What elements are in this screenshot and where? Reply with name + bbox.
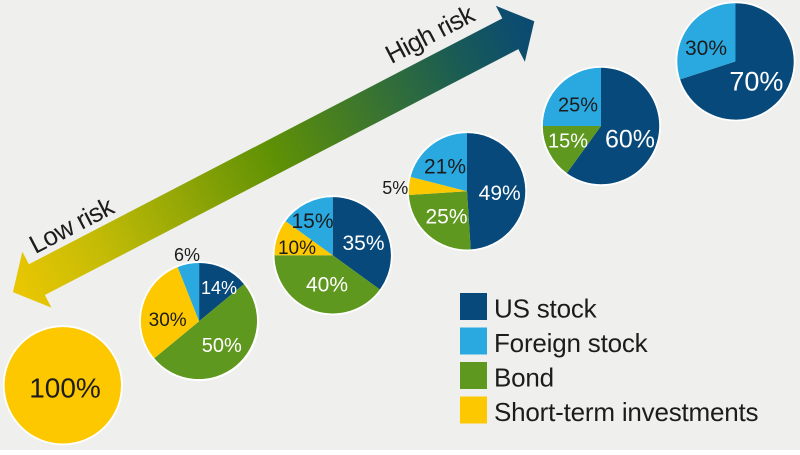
svg-text:35%: 35% xyxy=(342,232,384,255)
svg-text:30%: 30% xyxy=(149,310,187,331)
svg-text:Bond: Bond xyxy=(494,362,554,392)
svg-text:50%: 50% xyxy=(202,335,242,357)
svg-text:21%: 21% xyxy=(424,155,466,178)
svg-text:14%: 14% xyxy=(201,278,237,298)
svg-text:49%: 49% xyxy=(479,182,521,205)
svg-text:15%: 15% xyxy=(291,210,333,233)
svg-text:Short-term investments: Short-term investments xyxy=(494,397,759,427)
svg-text:10%: 10% xyxy=(278,238,316,259)
svg-text:Foreign stock: Foreign stock xyxy=(494,328,649,358)
svg-text:6%: 6% xyxy=(174,245,200,265)
svg-text:30%: 30% xyxy=(685,37,727,60)
svg-text:70%: 70% xyxy=(729,66,783,96)
svg-text:25%: 25% xyxy=(425,205,467,228)
svg-text:5%: 5% xyxy=(382,178,408,198)
svg-text:25%: 25% xyxy=(558,95,598,117)
svg-text:15%: 15% xyxy=(548,130,588,152)
svg-text:100%: 100% xyxy=(29,372,101,403)
svg-text:60%: 60% xyxy=(605,125,655,153)
svg-text:40%: 40% xyxy=(306,273,348,296)
svg-text:US stock: US stock xyxy=(494,293,598,323)
